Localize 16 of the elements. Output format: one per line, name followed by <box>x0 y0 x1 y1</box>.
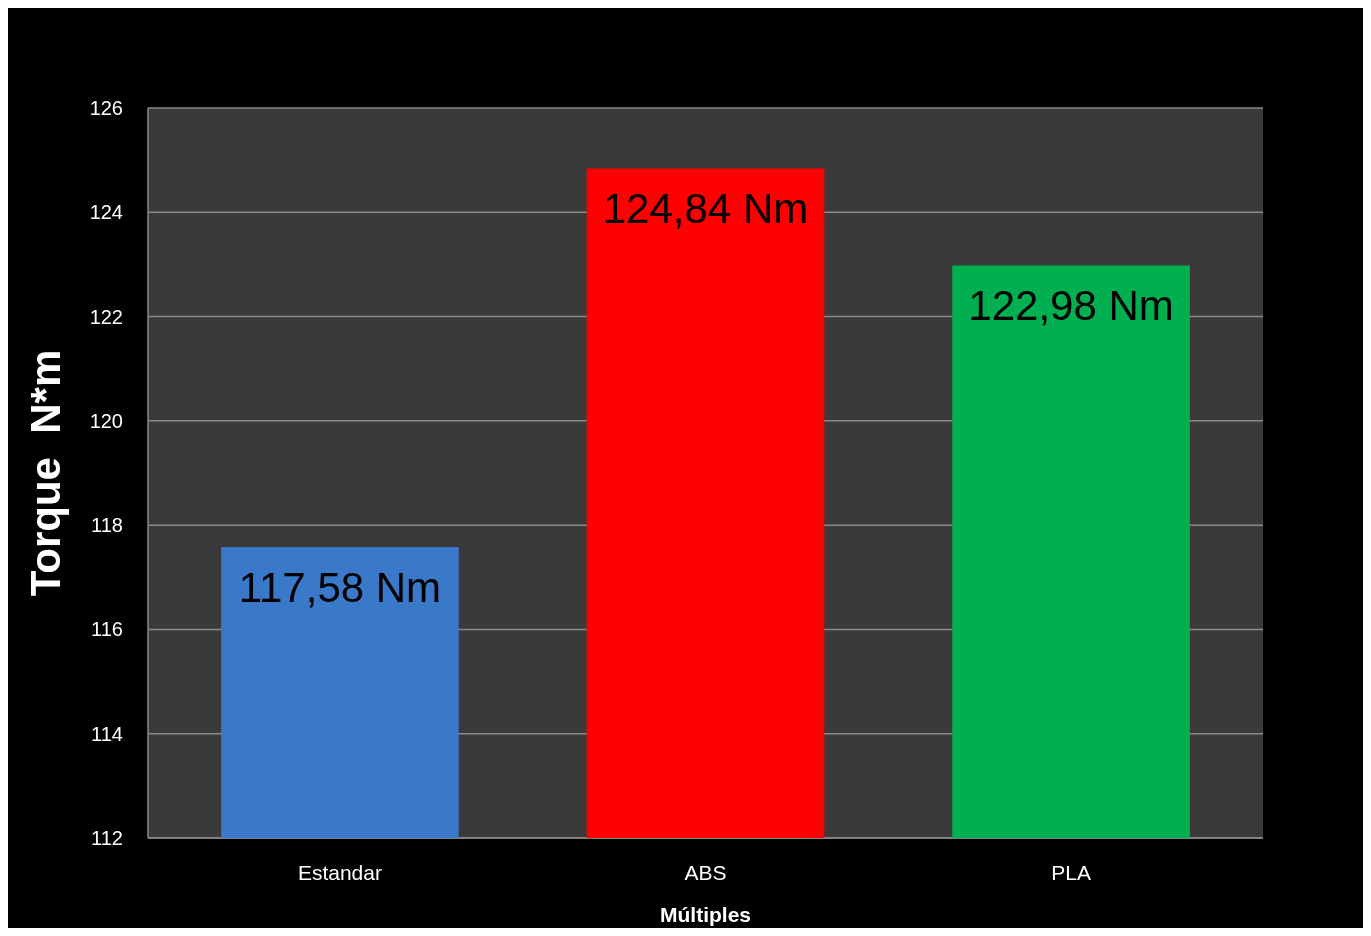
y-tick-label: 114 <box>91 722 123 745</box>
x-tick-label: PLA <box>1051 861 1091 884</box>
x-tick-label: ABS <box>684 861 727 884</box>
y-tick-label: 126 <box>89 97 123 119</box>
data-label: 117,58 Nm <box>238 564 442 612</box>
y-tick-label: 124 <box>89 201 123 224</box>
y-tick-label: 116 <box>91 618 123 641</box>
y-tick-label: 118 <box>91 514 123 537</box>
y-tick-label: 112 <box>91 827 123 849</box>
y-tick-label: 120 <box>89 409 123 432</box>
data-label: 124,84 Nm <box>602 185 809 233</box>
x-tick-label: Estandar <box>297 861 382 884</box>
y-axis-title: Torque N*m <box>22 349 69 597</box>
data-label: 122,98 Nm <box>968 282 1174 330</box>
x-axis-title: Múltiples <box>659 903 752 926</box>
y-tick-label: 122 <box>89 305 123 328</box>
